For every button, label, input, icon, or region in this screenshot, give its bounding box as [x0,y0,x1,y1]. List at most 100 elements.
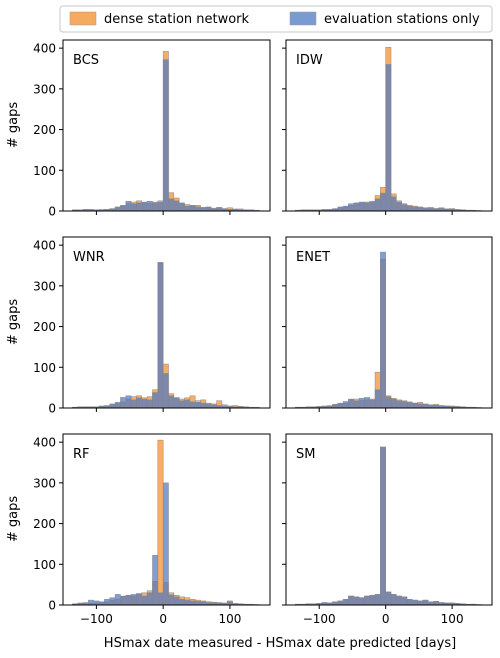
axes-frame-idw [285,39,493,212]
bar-wnr-evaluation [141,398,148,408]
panel-enet: ENET [282,236,493,412]
bar-bcs-evaluation [194,206,201,211]
bar-enet-evaluation [337,402,344,408]
bar-bcs-evaluation [189,205,196,211]
bar-enet-evaluation [374,389,381,408]
bar-wnr-evaluation [189,401,196,408]
bar-idw-evaluation [337,206,344,211]
bar-enet-evaluation [412,402,418,408]
bar-sm-evaluation [390,594,397,605]
bar-sm-evaluation [401,596,408,605]
bar-sm-evaluation [358,597,365,605]
bar-idw-evaluation [369,201,376,211]
bar-bcs-evaluation [157,201,164,211]
bar-bcs-evaluation [136,202,143,211]
bar-enet-evaluation [369,399,376,408]
bar-bcs-evaluation [178,202,185,211]
y-tick-label-wnr: 300 [33,279,56,293]
bar-rf-evaluation [88,599,94,605]
bar-wnr-evaluation [109,403,116,408]
bar-idw-evaluation [364,202,370,211]
legend-label-evaluation: evaluation stations only [324,12,480,27]
y-tick-label-wnr: 100 [33,361,56,375]
bar-enet-evaluation [332,404,339,408]
bar-idw-evaluation [358,201,365,211]
bar-sm-evaluation [374,594,381,605]
bar-wnr-evaluation [136,397,143,408]
bar-wnr-evaluation [152,392,159,408]
panel-label-wnr: WNR [73,250,105,265]
axes-frame-sm [285,433,493,606]
bar-rf-evaluation [184,599,191,605]
y-tick-label-wnr: 0 [48,402,56,416]
bar-enet-evaluation [422,404,429,408]
bar-rf-evaluation [109,597,116,605]
bar-bcs-evaluation [141,201,148,211]
bar-bcs-evaluation [152,202,159,211]
bar-idw-evaluation [417,207,424,211]
bars-idw [295,47,482,211]
bar-rf-evaluation [152,555,159,605]
bar-sm-evaluation [380,446,386,605]
y-tick-label-bcs: 0 [48,205,56,219]
legend-label-dense: dense station network [104,12,250,27]
bar-rf-evaluation [136,593,143,605]
y-tick-label-bcs: 200 [33,123,56,137]
x-tick-label-rf: 100 [218,612,241,626]
bar-wnr-evaluation [120,397,127,408]
bar-idw-evaluation [342,205,349,211]
panel-bcs: BCS 0 100 200 300 400 [33,39,271,219]
bar-idw-evaluation [353,202,360,211]
bar-enet-evaluation [364,397,370,408]
legend-frame [59,5,493,33]
bar-enet-evaluation [348,398,355,408]
bar-sm-evaluation [396,595,402,605]
bar-sm-evaluation [342,599,349,605]
bar-wnr-evaluation [125,395,132,408]
bar-bcs-evaluation [168,198,175,211]
panel-label-bcs: BCS [73,53,99,68]
bar-rf-evaluation [157,592,164,605]
y-tick-label-rf: 100 [33,558,56,572]
bar-rf-evaluation [168,594,175,605]
bar-rf-evaluation [141,595,148,605]
x-axis-label: HSmax date measured - HSmax date predict… [104,636,456,651]
bar-bcs-evaluation [120,205,127,211]
bar-wnr-evaluation [114,402,121,408]
x-tick-label-sm: 0 [382,612,390,626]
bar-idw-evaluation [406,205,413,211]
bar-rf-evaluation [114,594,121,605]
bar-enet-evaluation [390,398,397,408]
y-tick-label-rf: 300 [33,476,56,490]
bars-bcs [72,51,260,211]
bar-sm-evaluation [337,600,344,605]
bar-rf-evaluation [178,599,185,605]
bar-rf-evaluation [173,596,180,605]
bar-sm-evaluation [348,595,355,605]
bar-rf-dense [157,439,164,605]
bar-rf-evaluation [189,600,196,605]
bar-enet-evaluation [396,400,402,408]
bar-sm-evaluation [417,600,424,605]
bar-bcs-evaluation [205,206,212,211]
y-tick-label-rf: 400 [33,436,56,450]
bar-sm-evaluation [433,601,440,605]
bar-enet-evaluation [385,396,392,408]
bar-bcs-evaluation [146,200,153,211]
x-tick-label-rf: −100 [80,612,113,626]
bar-wnr-evaluation [200,402,207,408]
x-tick-label-sm: −100 [303,612,336,626]
bar-idw-evaluation [385,64,392,211]
bar-wnr-evaluation [205,403,212,408]
bar-bcs-evaluation [184,205,191,211]
bar-rf-evaluation [125,594,132,605]
bar-enet-evaluation [353,400,360,408]
y-tick-label-wnr: 400 [33,239,56,253]
legend-swatch-dense [69,11,97,26]
bar-bcs-evaluation [125,200,132,211]
y-axis-label-row-1: # gaps [6,102,21,148]
bars-sm [295,446,482,605]
bar-wnr-evaluation [146,399,153,408]
bar-sm-evaluation [412,599,418,605]
